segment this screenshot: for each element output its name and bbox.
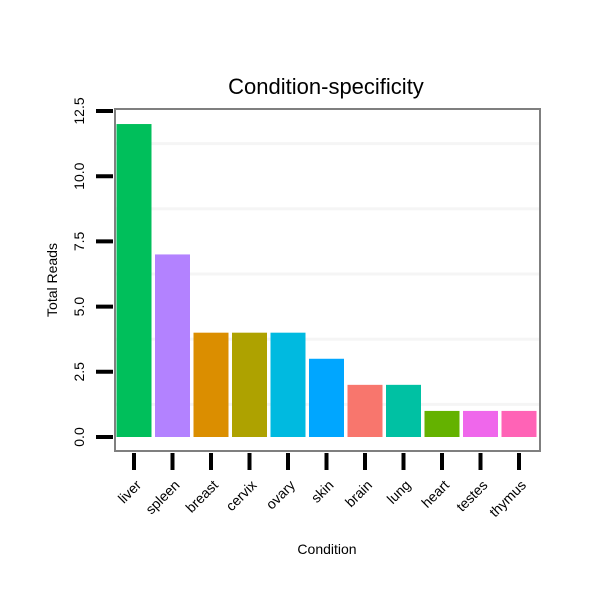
- plot-frame: [114, 108, 541, 452]
- chart-title: Condition-specificity: [228, 74, 424, 99]
- bar-liver: [116, 124, 152, 437]
- bar-ovary: [270, 332, 306, 437]
- y-tick-label: 10.0: [71, 162, 87, 189]
- bar-lung: [386, 384, 421, 437]
- y-tick-label: 2.5: [71, 362, 87, 382]
- bar-brain: [347, 384, 383, 437]
- y-tick-label: 5.0: [71, 297, 87, 317]
- bar-skin: [309, 358, 344, 437]
- x-tick-label-cervix: cervix: [222, 477, 259, 514]
- y-axis: 0.0 2.5 5.0 7.5 10.0 12.5: [71, 97, 113, 447]
- x-tick-label-thymus: thymus: [486, 477, 529, 520]
- bar-heart: [424, 410, 460, 437]
- x-tick-label-spleen: spleen: [142, 477, 182, 517]
- bar-breast: [193, 332, 229, 437]
- x-tick-label-skin: skin: [308, 477, 337, 506]
- x-axis-title: Condition: [297, 541, 356, 557]
- x-tick-label-breast: breast: [182, 477, 221, 516]
- y-tick-label: 12.5: [71, 97, 87, 124]
- bar-cervix: [232, 332, 267, 437]
- y-axis-title: Total Reads: [44, 243, 60, 317]
- bar-spleen: [155, 254, 190, 437]
- bars: [116, 124, 537, 437]
- bar-thymus: [501, 410, 537, 437]
- bar-testes: [463, 410, 498, 437]
- x-tick-label-liver: liver: [115, 477, 145, 507]
- x-tick-label-lung: lung: [384, 477, 414, 507]
- x-tick-label-brain: brain: [342, 477, 375, 510]
- y-tick-label: 0.0: [71, 427, 87, 447]
- y-tick-label: 7.5: [71, 231, 87, 251]
- x-tick-label-heart: heart: [418, 477, 452, 511]
- x-tick-label-ovary: ovary: [263, 477, 299, 513]
